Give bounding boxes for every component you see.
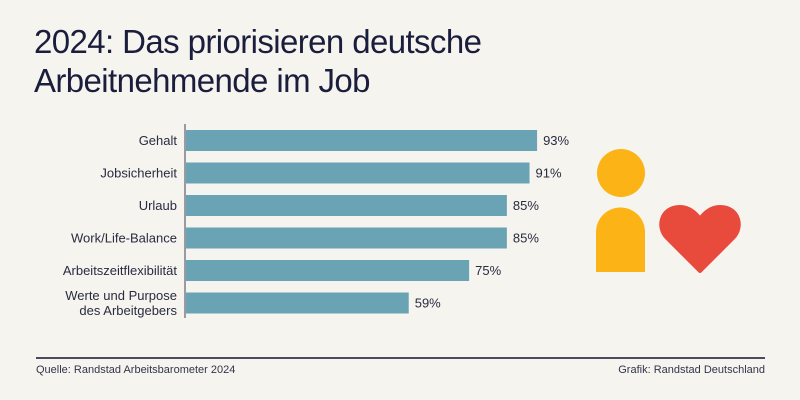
title-line-1: 2024: Das priorisieren deutsche <box>34 23 482 60</box>
bar <box>186 260 470 281</box>
category-label: Work/Life-Balance <box>71 231 177 246</box>
chart-title: 2024: Das priorisieren deutsche Arbeitne… <box>34 22 554 100</box>
bar <box>186 292 409 314</box>
bar <box>186 227 507 249</box>
bar <box>186 130 538 151</box>
value-label: 75% <box>475 263 501 278</box>
title-line-2: Arbeitnehmende im Job <box>34 62 371 99</box>
bar <box>186 162 530 184</box>
category-label: Arbeitszeitflexibilität <box>63 263 178 278</box>
bars-group: 93% Gehalt 91% Jobsicherheit 85% Urlaub 85% Wor… <box>63 130 570 318</box>
value-label: 91% <box>536 166 562 181</box>
value-label: 93% <box>543 133 569 148</box>
value-label: 59% <box>415 296 441 311</box>
person-head <box>597 149 645 197</box>
credit-note: Grafik: Randstad Deutschland <box>618 364 765 376</box>
footer-divider <box>36 357 765 359</box>
heart-icon <box>659 205 741 273</box>
category-label: Werte und Purpose <box>65 288 177 303</box>
person-body <box>596 207 645 272</box>
category-label: Gehalt <box>139 133 178 148</box>
bar <box>186 195 507 216</box>
category-label: Urlaub <box>139 198 177 213</box>
source-note: Quelle: Randstad Arbeitsbarometer 2024 <box>36 364 236 376</box>
category-label: des Arbeitgebers <box>79 303 177 318</box>
person-icon <box>596 149 645 272</box>
value-label: 85% <box>513 198 539 213</box>
value-label: 85% <box>513 231 539 246</box>
category-label: Jobsicherheit <box>100 166 177 181</box>
